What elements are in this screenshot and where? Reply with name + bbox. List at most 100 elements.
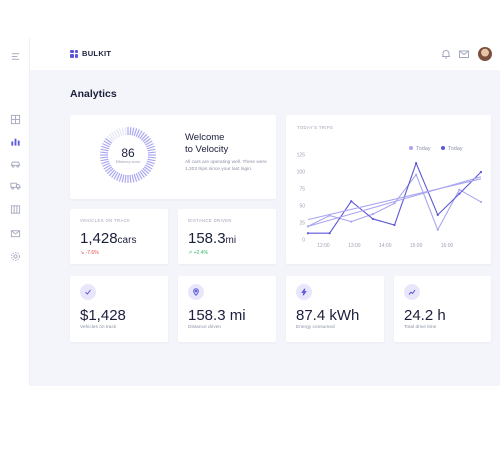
welcome-title: Welcome to Velocity [185,132,228,156]
ring-tick [145,164,153,170]
ring-tick [100,151,109,154]
x-tick-label: 14:00 [379,243,392,249]
ring-tick [116,173,121,181]
data-point [393,223,396,227]
brand-name: BULKIT [82,49,112,58]
mail-icon[interactable] [10,228,21,239]
truck-icon[interactable] [10,180,21,191]
ring-tick [146,145,155,150]
trips-chart: 0 25 50 75 100 125 12:00 13:00 14:00 15:00 16:00 To… [297,146,483,249]
ring-tick [118,173,123,182]
welcome-title-line1: Welcome [185,132,225,143]
ring-tick [131,127,135,136]
bell-icon[interactable] [440,48,452,60]
data-point [393,202,396,205]
ring-tick [146,160,155,165]
stat-number: 1,428 [80,230,118,247]
kpi-label: Energy consumed [296,325,335,330]
efficiency-label: Efficiency score [115,160,141,164]
stat-delta: ↗ +2.4% [188,250,208,256]
avatar[interactable] [478,47,492,61]
ring-tick [143,166,152,172]
kpi-card-vehicles: $1,428 Vehicles on track [70,276,168,342]
stat-label: DISTANCE DRIVEN [188,218,232,223]
ring-tick [140,169,148,177]
ring-tick [102,143,110,148]
bolt-icon [296,284,312,300]
ring-tick [121,174,125,183]
ring-tick [140,133,148,141]
legend-label: Today [416,146,431,152]
main-content: Analytics 86 Efficiency score Welcome to… [30,70,500,386]
ring-tick [104,138,113,144]
ring-tick [100,158,109,162]
ring-tick [106,167,114,175]
logo-icon [70,49,78,58]
grid-icon[interactable] [10,114,21,125]
ring-tick [142,167,150,175]
bar-chart-icon[interactable] [10,136,21,147]
legend-label: Today [448,146,463,152]
data-point [415,162,418,165]
ring-tick [106,135,114,143]
ring-tick [139,170,145,179]
stat-value: 158.3mi [188,230,236,247]
data-point [479,200,483,204]
ring-tick [147,148,156,152]
data-point [350,220,353,223]
stat-number: 158.3 [188,230,226,247]
gear-icon[interactable] [10,251,21,262]
ring-tick [108,169,116,177]
y-tick-label: 50 [299,204,305,210]
x-tick-label: 16:00 [441,243,454,249]
kpi-label: Distance driven [188,325,222,330]
data-point [371,213,374,216]
chart-title: TODAY'S TRIPS [297,125,334,130]
y-tick-label: 0 [302,238,305,244]
y-tick-label: 75 [299,187,305,193]
legend-marker [441,146,445,150]
ring-tick [124,174,127,183]
brand[interactable]: BULKIT [70,49,111,58]
vehicles-stat-card: VEHICLES ON TRACK 1,428cars ↘ -7.6% [70,209,168,264]
ring-tick [142,135,150,143]
kpi-card-energy: 87.4 kWh Energy consumed [286,276,384,342]
ring-tick [108,133,116,141]
welcome-card: 86 Efficiency score Welcome to Velocity … [70,115,276,199]
data-point [436,228,439,231]
kpi-value: 158.3 mi [188,307,246,324]
map-icon[interactable] [10,204,21,215]
series-line-2 [307,178,482,221]
menu-icon[interactable] [10,51,21,62]
ring-tick [129,174,132,183]
stat-delta: ↘ -7.6% [80,250,99,256]
x-tick-label: 12:00 [317,243,330,249]
kpi-value: 87.4 kWh [296,307,360,324]
series-line-3 [307,176,482,227]
ring-tick [103,140,111,146]
data-point [436,213,439,216]
ring-tick [139,131,145,140]
ring-tick [100,148,109,152]
stat-unit: cars [117,235,137,246]
kpi-card-distance: 158.3 mi Distance driven [178,276,276,342]
ring-tick [133,128,138,137]
ring-tick [100,156,109,159]
trend-icon [404,284,420,300]
ring-tick [121,127,125,136]
series-line-1 [308,162,482,234]
kpi-value: 24.2 h [404,307,446,324]
x-tick-label: 13:00 [348,243,361,249]
mail-icon[interactable] [458,48,470,60]
ring-tick [113,172,119,180]
ring-tick [145,140,153,146]
efficiency-score: 86 [121,146,135,160]
ring-tick [135,129,140,137]
ring-tick [101,145,110,150]
ring-tick [137,130,143,138]
car-icon[interactable] [10,158,21,169]
y-tick-label: 125 [297,153,306,159]
stat-unit: mi [225,235,237,246]
welcome-text: All cars are operating well. There were … [185,160,267,172]
kpi-label: Vehicles on track [80,325,117,330]
